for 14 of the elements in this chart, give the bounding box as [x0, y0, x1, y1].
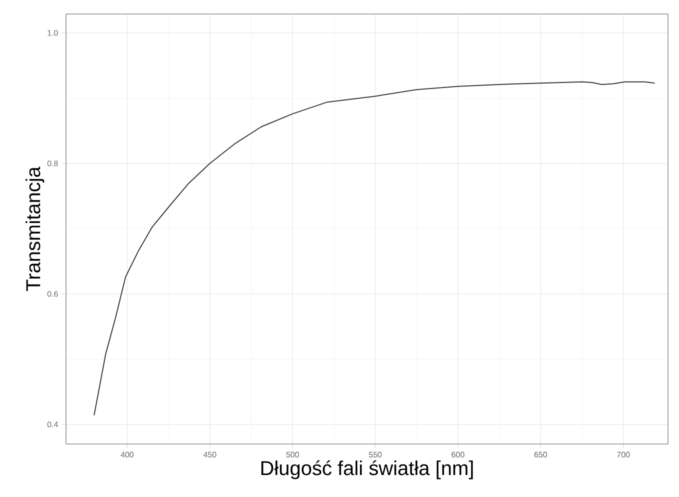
- y-tick-label: 0.8: [47, 160, 58, 166]
- x-tick-label: 450: [203, 452, 216, 458]
- x-tick-label: 500: [286, 452, 299, 458]
- x-tick-label: 700: [617, 452, 630, 458]
- line-series: [94, 81, 656, 416]
- x-axis-title: Długość fali światła [nm]: [261, 460, 473, 480]
- x-tick-label: 400: [120, 452, 134, 458]
- y-tick-label: 0.4: [47, 422, 58, 428]
- y-tick-label: 1.0: [48, 30, 58, 36]
- y-tick-label: 0.6: [47, 291, 58, 297]
- y-axis-title: Transmitancja: [26, 166, 44, 291]
- x-tick-label: 550: [368, 452, 382, 458]
- x-tick-label: 600: [452, 452, 464, 458]
- x-tick-label: 650: [534, 452, 548, 458]
